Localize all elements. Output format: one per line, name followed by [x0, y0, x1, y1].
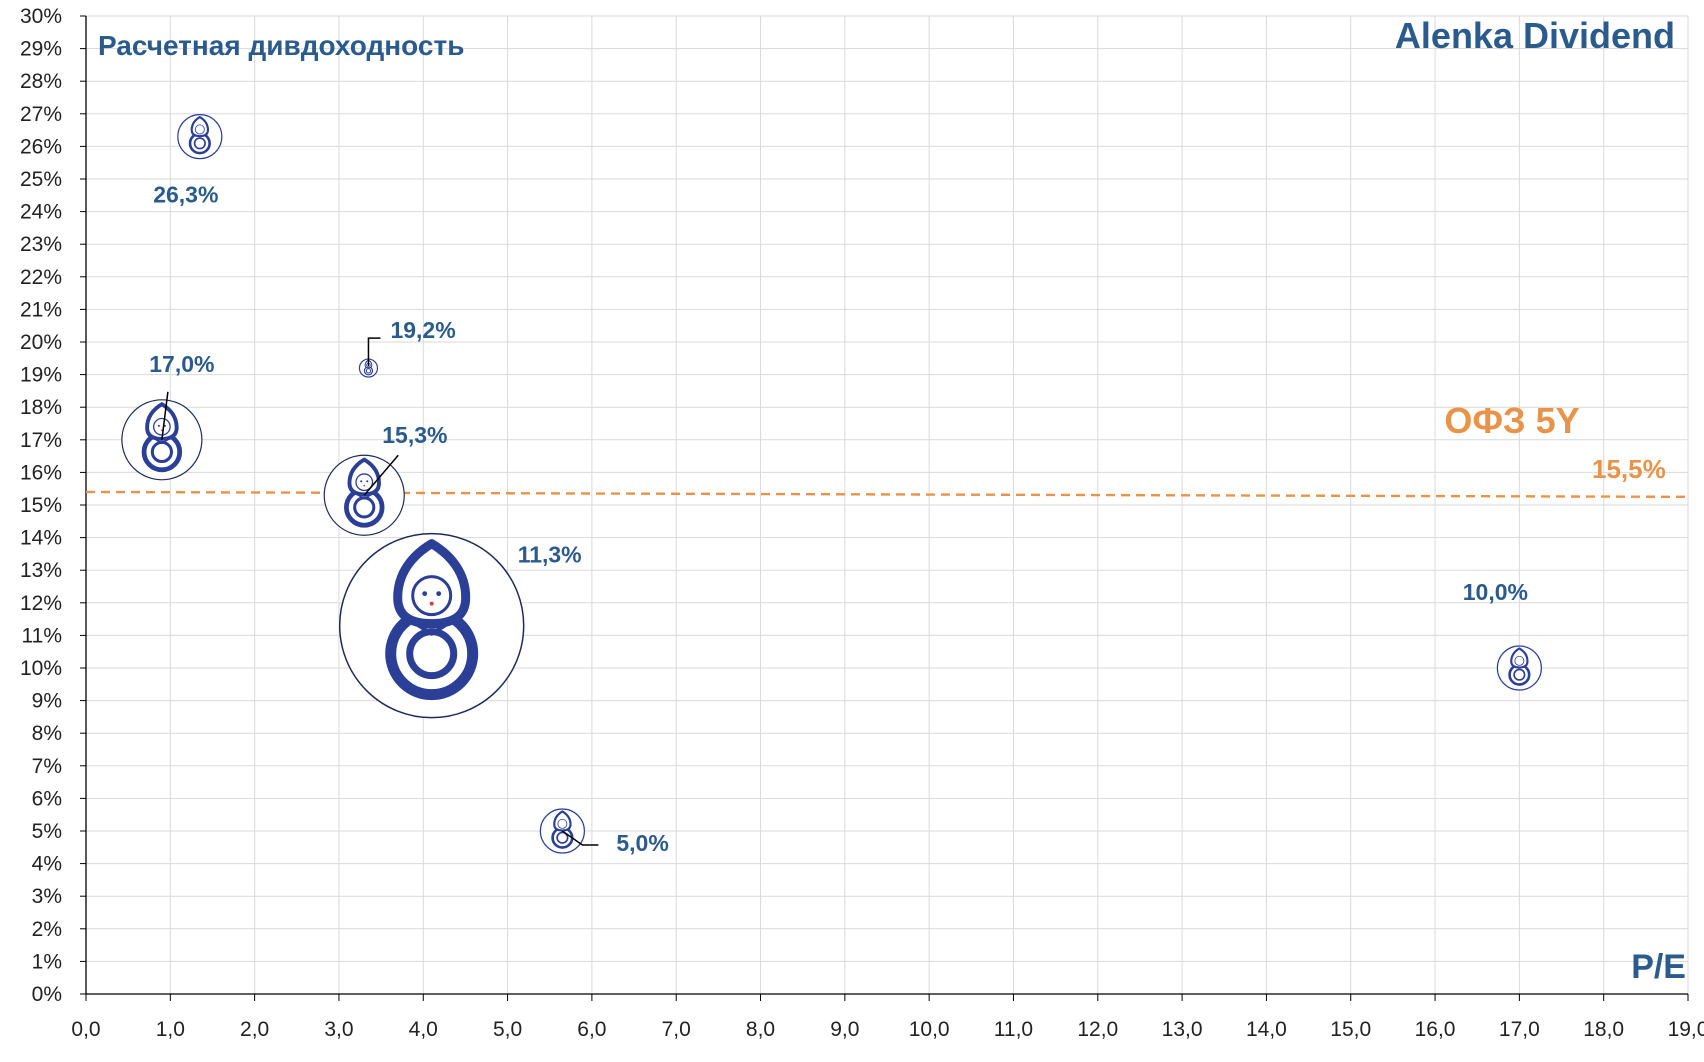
y-tick-label: 16%	[20, 461, 62, 484]
x-tick-label: 12,0	[1077, 1018, 1118, 1041]
x-tick-label: 4,0	[409, 1018, 438, 1041]
y-tick-label: 13%	[20, 559, 62, 582]
y-tick-label: 23%	[20, 233, 62, 256]
matryoshka-scarf-knot-icon	[154, 438, 170, 445]
matryoshka-eye-icon	[436, 591, 442, 597]
matryoshka-mouth-icon	[429, 601, 434, 606]
y-tick-label: 3%	[32, 885, 62, 908]
data-label-leader-line	[161, 391, 169, 440]
y-tick-label: 10%	[20, 657, 62, 680]
y-tick-label: 7%	[32, 755, 62, 778]
data-label-leader-line	[363, 454, 399, 496]
matryoshka-face-icon	[355, 473, 374, 492]
y-tick-label: 5%	[32, 820, 62, 843]
y-tick-label: 19%	[20, 364, 62, 387]
y-tick-label: 26%	[20, 135, 62, 158]
data-point-marker	[177, 114, 223, 160]
chart-title: Alenka Dividend	[1395, 15, 1675, 56]
y-tick-label: 18%	[20, 396, 62, 419]
y-tick-label: 8%	[32, 722, 62, 745]
x-tick-label: 9,0	[830, 1018, 859, 1041]
data-label: 15,3%	[382, 422, 447, 448]
y-tick-label: 14%	[20, 527, 62, 550]
x-tick-label: 6,0	[577, 1018, 606, 1041]
matryoshka-scarf-knot-icon	[356, 493, 372, 500]
matryoshka-face-icon	[557, 818, 568, 829]
data-label: 19,2%	[390, 317, 455, 343]
data-point-marker	[338, 532, 525, 719]
y-tick-label: 4%	[32, 853, 62, 876]
x-tick-label: 8,0	[746, 1018, 775, 1041]
matryoshka-eye-icon	[366, 480, 369, 483]
x-tick-label: 16,0	[1415, 1018, 1456, 1041]
x-tick-label: 11,0	[994, 1018, 1033, 1041]
x-tick-label: 0,0	[71, 1018, 100, 1041]
x-tick-label: 1,0	[156, 1018, 185, 1041]
y-tick-label: 2%	[32, 918, 62, 941]
y-tick-label: 28%	[20, 70, 62, 93]
matryoshka-eye-icon	[422, 591, 428, 597]
x-tick-label: 2,0	[240, 1018, 269, 1041]
matryoshka-belly-icon	[1513, 668, 1526, 681]
y-axis-title: Расчетная дивдоходность	[98, 30, 464, 61]
matryoshka-belly-icon	[365, 368, 372, 374]
y-tick-label: 17%	[20, 429, 62, 452]
y-tick-label: 12%	[20, 592, 62, 615]
y-tick-label: 22%	[20, 266, 62, 289]
y-tick-label: 29%	[20, 38, 62, 61]
data-label: 11,3%	[518, 542, 582, 568]
y-tick-label: 1%	[32, 950, 62, 973]
reference-line	[85, 490, 1689, 499]
data-label: 5,0%	[616, 830, 668, 856]
gridlines	[85, 15, 1689, 995]
x-tick-label: 17,0	[1499, 1018, 1540, 1041]
data-label: 17,0%	[149, 351, 214, 377]
y-tick-label: 21%	[20, 298, 62, 321]
y-tick-label: 24%	[20, 201, 62, 224]
matryoshka-face-icon	[1514, 655, 1525, 666]
matryoshka-face-icon	[152, 417, 171, 436]
matryoshka-belly-icon	[556, 831, 569, 844]
reference-line-value: 15,5%	[1592, 454, 1666, 484]
x-axis-title: P/E	[1631, 948, 1686, 986]
matryoshka-face-icon	[411, 575, 453, 617]
y-tick-label: 0%	[32, 983, 62, 1006]
y-tick-label: 11%	[22, 624, 62, 647]
y-tick-label: 6%	[32, 787, 62, 810]
x-tick-label: 15,0	[1330, 1018, 1371, 1041]
data-label: 26,3%	[153, 182, 218, 208]
data-label-leader-line	[561, 830, 599, 846]
matryoshka-eye-icon	[360, 480, 363, 483]
x-tick-label: 7,0	[662, 1018, 691, 1041]
x-tick-label: 13,0	[1162, 1018, 1203, 1041]
matryoshka-belly-icon	[193, 137, 206, 150]
y-tick-label: 9%	[32, 690, 62, 713]
y-tick-label: 27%	[20, 103, 62, 126]
x-tick-label: 14,0	[1246, 1018, 1287, 1041]
matryoshka-face-icon	[194, 124, 205, 135]
x-tick-label: 10,0	[909, 1018, 950, 1041]
x-tick-label: 5,0	[493, 1018, 522, 1041]
data-point-marker	[1496, 645, 1542, 691]
matryoshka-eye-icon	[157, 424, 160, 427]
y-tick-label: 15%	[20, 494, 62, 517]
y-tick-label: 30%	[20, 5, 62, 28]
y-tick-label: 25%	[20, 168, 62, 191]
x-tick-label: 19,0	[1668, 1018, 1704, 1041]
x-tick-label: 3,0	[324, 1018, 353, 1041]
data-label-leader-line	[367, 337, 381, 367]
data-label: 10,0%	[1463, 579, 1528, 605]
x-tick-label: 18,0	[1583, 1018, 1624, 1041]
reference-line-label: ОФЗ 5Y	[1444, 400, 1579, 441]
matryoshka-mouth-icon	[363, 484, 366, 487]
y-tick-label: 20%	[20, 331, 62, 354]
matryoshka-scarf-knot-icon	[414, 621, 449, 636]
